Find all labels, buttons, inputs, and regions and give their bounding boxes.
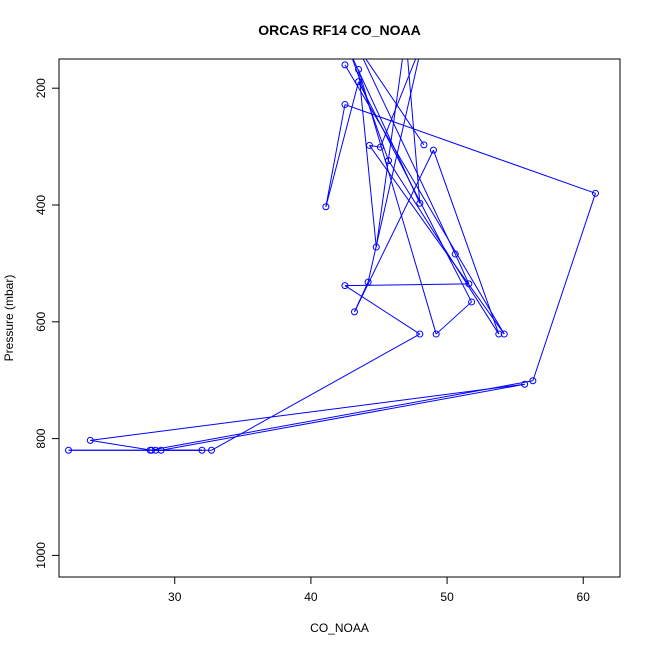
series-line-segment bbox=[211, 333, 421, 451]
y-tick-label: 1000 bbox=[34, 542, 48, 569]
y-tick-label: 200 bbox=[34, 78, 48, 98]
data-point bbox=[468, 298, 476, 306]
series-line-segment bbox=[161, 383, 525, 451]
series-line-segment bbox=[407, 59, 421, 204]
data-point bbox=[355, 78, 363, 86]
series-line-segment bbox=[454, 253, 470, 285]
data-point bbox=[152, 446, 160, 454]
data-point bbox=[341, 101, 349, 109]
data-point bbox=[495, 330, 503, 338]
series-line-segment bbox=[532, 193, 596, 381]
series-line-segment bbox=[351, 59, 389, 161]
series-line-segment bbox=[362, 59, 456, 255]
y-tick-label: 800 bbox=[34, 428, 48, 448]
data-point bbox=[146, 446, 154, 454]
data-point bbox=[521, 380, 529, 388]
data-point bbox=[208, 446, 216, 454]
data-point bbox=[385, 157, 393, 165]
series-line-segment bbox=[367, 59, 420, 283]
series-line-segment bbox=[150, 380, 533, 451]
y-axis-label: Pressure (mbar) bbox=[2, 275, 16, 362]
series-line-segment bbox=[354, 281, 369, 313]
data-point bbox=[529, 377, 537, 385]
series-line-segment bbox=[325, 81, 360, 207]
series-line-segment bbox=[388, 160, 500, 335]
series-line-segment bbox=[352, 59, 421, 204]
data-point bbox=[420, 141, 428, 149]
data-point bbox=[451, 250, 459, 258]
data-point bbox=[416, 330, 424, 338]
series-line-segment bbox=[90, 439, 152, 451]
data-point bbox=[364, 278, 372, 286]
data-point bbox=[500, 330, 508, 338]
x-tick-label: 40 bbox=[304, 590, 318, 604]
data-point bbox=[416, 199, 424, 207]
data-point bbox=[432, 330, 440, 338]
series-line-segment bbox=[358, 69, 377, 248]
data-point bbox=[355, 66, 363, 74]
data-point bbox=[591, 189, 599, 197]
data-point bbox=[341, 61, 349, 69]
series-line-segment bbox=[325, 104, 346, 207]
series-line-segment bbox=[344, 64, 505, 335]
series-line-segment bbox=[375, 59, 403, 248]
series-line-segment bbox=[344, 285, 421, 335]
series-line-segment bbox=[432, 149, 500, 335]
data-point bbox=[198, 446, 206, 454]
y-tick-label: 600 bbox=[34, 311, 48, 331]
series-line-segment bbox=[369, 144, 381, 148]
data-point bbox=[350, 308, 358, 316]
data-point bbox=[429, 146, 437, 154]
plot-frame bbox=[58, 58, 621, 578]
series-line-segment bbox=[344, 104, 596, 194]
series-points bbox=[65, 61, 599, 454]
data-point bbox=[157, 446, 165, 454]
data-point bbox=[372, 243, 380, 251]
data-point bbox=[65, 446, 73, 454]
y-tick-label: 400 bbox=[34, 195, 48, 215]
series-line-segment bbox=[90, 383, 525, 441]
x-tick-label: 30 bbox=[168, 590, 182, 604]
data-point bbox=[376, 143, 384, 151]
data-point bbox=[322, 203, 330, 211]
x-tick-label: 60 bbox=[577, 590, 591, 604]
series-line-segment bbox=[435, 301, 472, 335]
series-lines bbox=[68, 59, 596, 451]
data-point bbox=[465, 280, 473, 288]
x-tick-label: 50 bbox=[440, 590, 454, 604]
data-point bbox=[365, 141, 373, 149]
data-point bbox=[86, 436, 94, 444]
data-point bbox=[341, 282, 349, 290]
series-line-segment bbox=[369, 145, 505, 335]
chart-title: ORCAS RF14 CO_NOAA bbox=[258, 22, 421, 38]
series-line-segment bbox=[344, 283, 469, 287]
x-axis-label: CO_NOAA bbox=[310, 621, 369, 635]
